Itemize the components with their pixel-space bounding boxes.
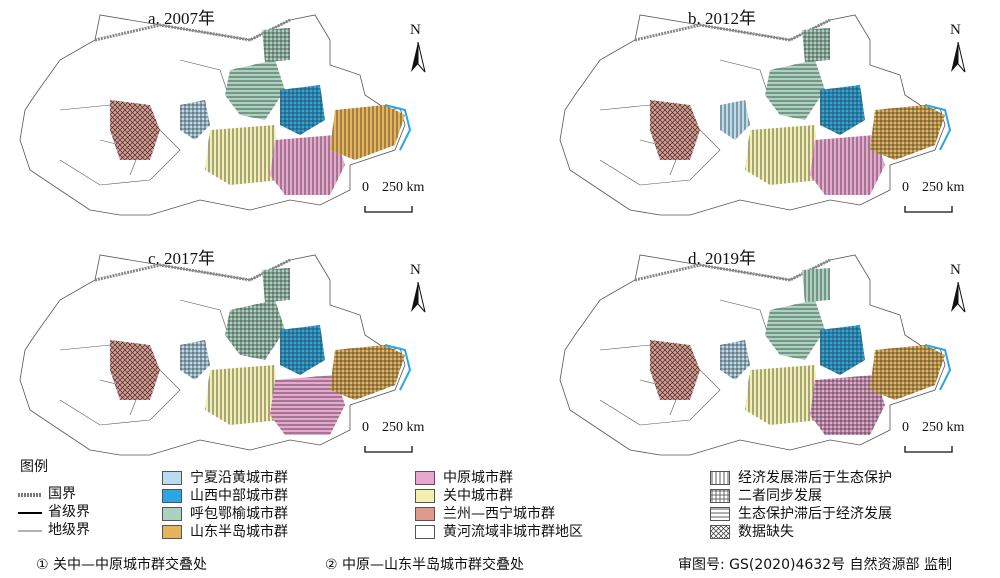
legend-region-ningxia: 宁夏沿黄城市群: [162, 469, 288, 487]
legend-pattern-economy-lag: 经济发展滞后于生态保护: [710, 469, 892, 487]
legend-region-lanzhou-xining: 兰州—西宁城市群: [415, 505, 555, 523]
legend-line-prefecture: 地级界: [18, 521, 90, 539]
map-canvas: [18, 13, 412, 217]
scale-bar: 0 250 km: [362, 420, 482, 454]
national-border-icon: [18, 488, 42, 500]
panel-title: a. 2007年: [148, 9, 216, 28]
north-arrow-icon: [411, 281, 426, 313]
panel-title: d. 2019年: [688, 249, 756, 268]
legend: 图例 国界 省级界 地级界 宁夏沿黄城市群 山西中部城市群 呼包鄂榆城市群 山东…: [0, 452, 1000, 578]
north-arrow: N: [398, 262, 438, 324]
map-canvas: [18, 253, 412, 457]
legend-line-national: 国界: [18, 485, 76, 503]
legend-region-non-urban: 黄河流域非城市群地区: [415, 523, 583, 541]
legend-region-zhongyuan: 中原城市群: [415, 469, 513, 487]
legend-region-shandong: 山东半岛城市群: [162, 523, 288, 541]
legend-pattern-ecology-lag: 生态保护滞后于经济发展: [710, 505, 892, 523]
note-overlap-1: ① 关中—中原城市群交叠处: [36, 557, 208, 573]
north-arrow-icon: [411, 41, 426, 73]
review-number: 审图号: GS(2020)4632号 自然资源部 监制: [678, 557, 952, 573]
north-arrow: N: [398, 22, 438, 84]
prefecture-border-icon: [18, 524, 42, 536]
map-panel-b: b. 2012年 N 0 250 km: [540, 0, 1000, 230]
north-arrow-icon: [951, 41, 966, 73]
panel-title: b. 2012年: [688, 9, 756, 28]
legend-region-shanxi: 山西中部城市群: [162, 487, 288, 505]
north-arrow: N: [938, 22, 978, 84]
note-overlap-2: ② 中原—山东半岛城市群交叠处: [325, 557, 525, 573]
panel-title: c. 2017年: [148, 249, 216, 268]
map-panel-d: d. 2019年 N 0 250 km: [540, 240, 1000, 470]
legend-region-guanzhong: 关中城市群: [415, 487, 513, 505]
map-panel-c: c. 2017年 N 0 250 km: [0, 240, 500, 470]
map-panel-a: a. 2007年 N 0 250 km: [0, 0, 500, 230]
legend-region-hubaoeyu: 呼包鄂榆城市群: [162, 505, 288, 523]
scale-bar: 0 250 km: [902, 420, 1000, 454]
scale-bar: 0 250 km: [362, 180, 482, 214]
province-border-icon: [18, 506, 42, 518]
map-canvas: [558, 13, 952, 217]
legend-pattern-sync: 二者同步发展: [710, 487, 822, 505]
map-canvas: [558, 253, 952, 457]
north-arrow: N: [938, 262, 978, 324]
legend-line-province: 省级界: [18, 503, 90, 521]
legend-pattern-missing: 数据缺失: [710, 523, 794, 541]
legend-title: 图例: [20, 459, 48, 475]
scale-bar: 0 250 km: [902, 180, 1000, 214]
north-arrow-icon: [951, 281, 966, 313]
